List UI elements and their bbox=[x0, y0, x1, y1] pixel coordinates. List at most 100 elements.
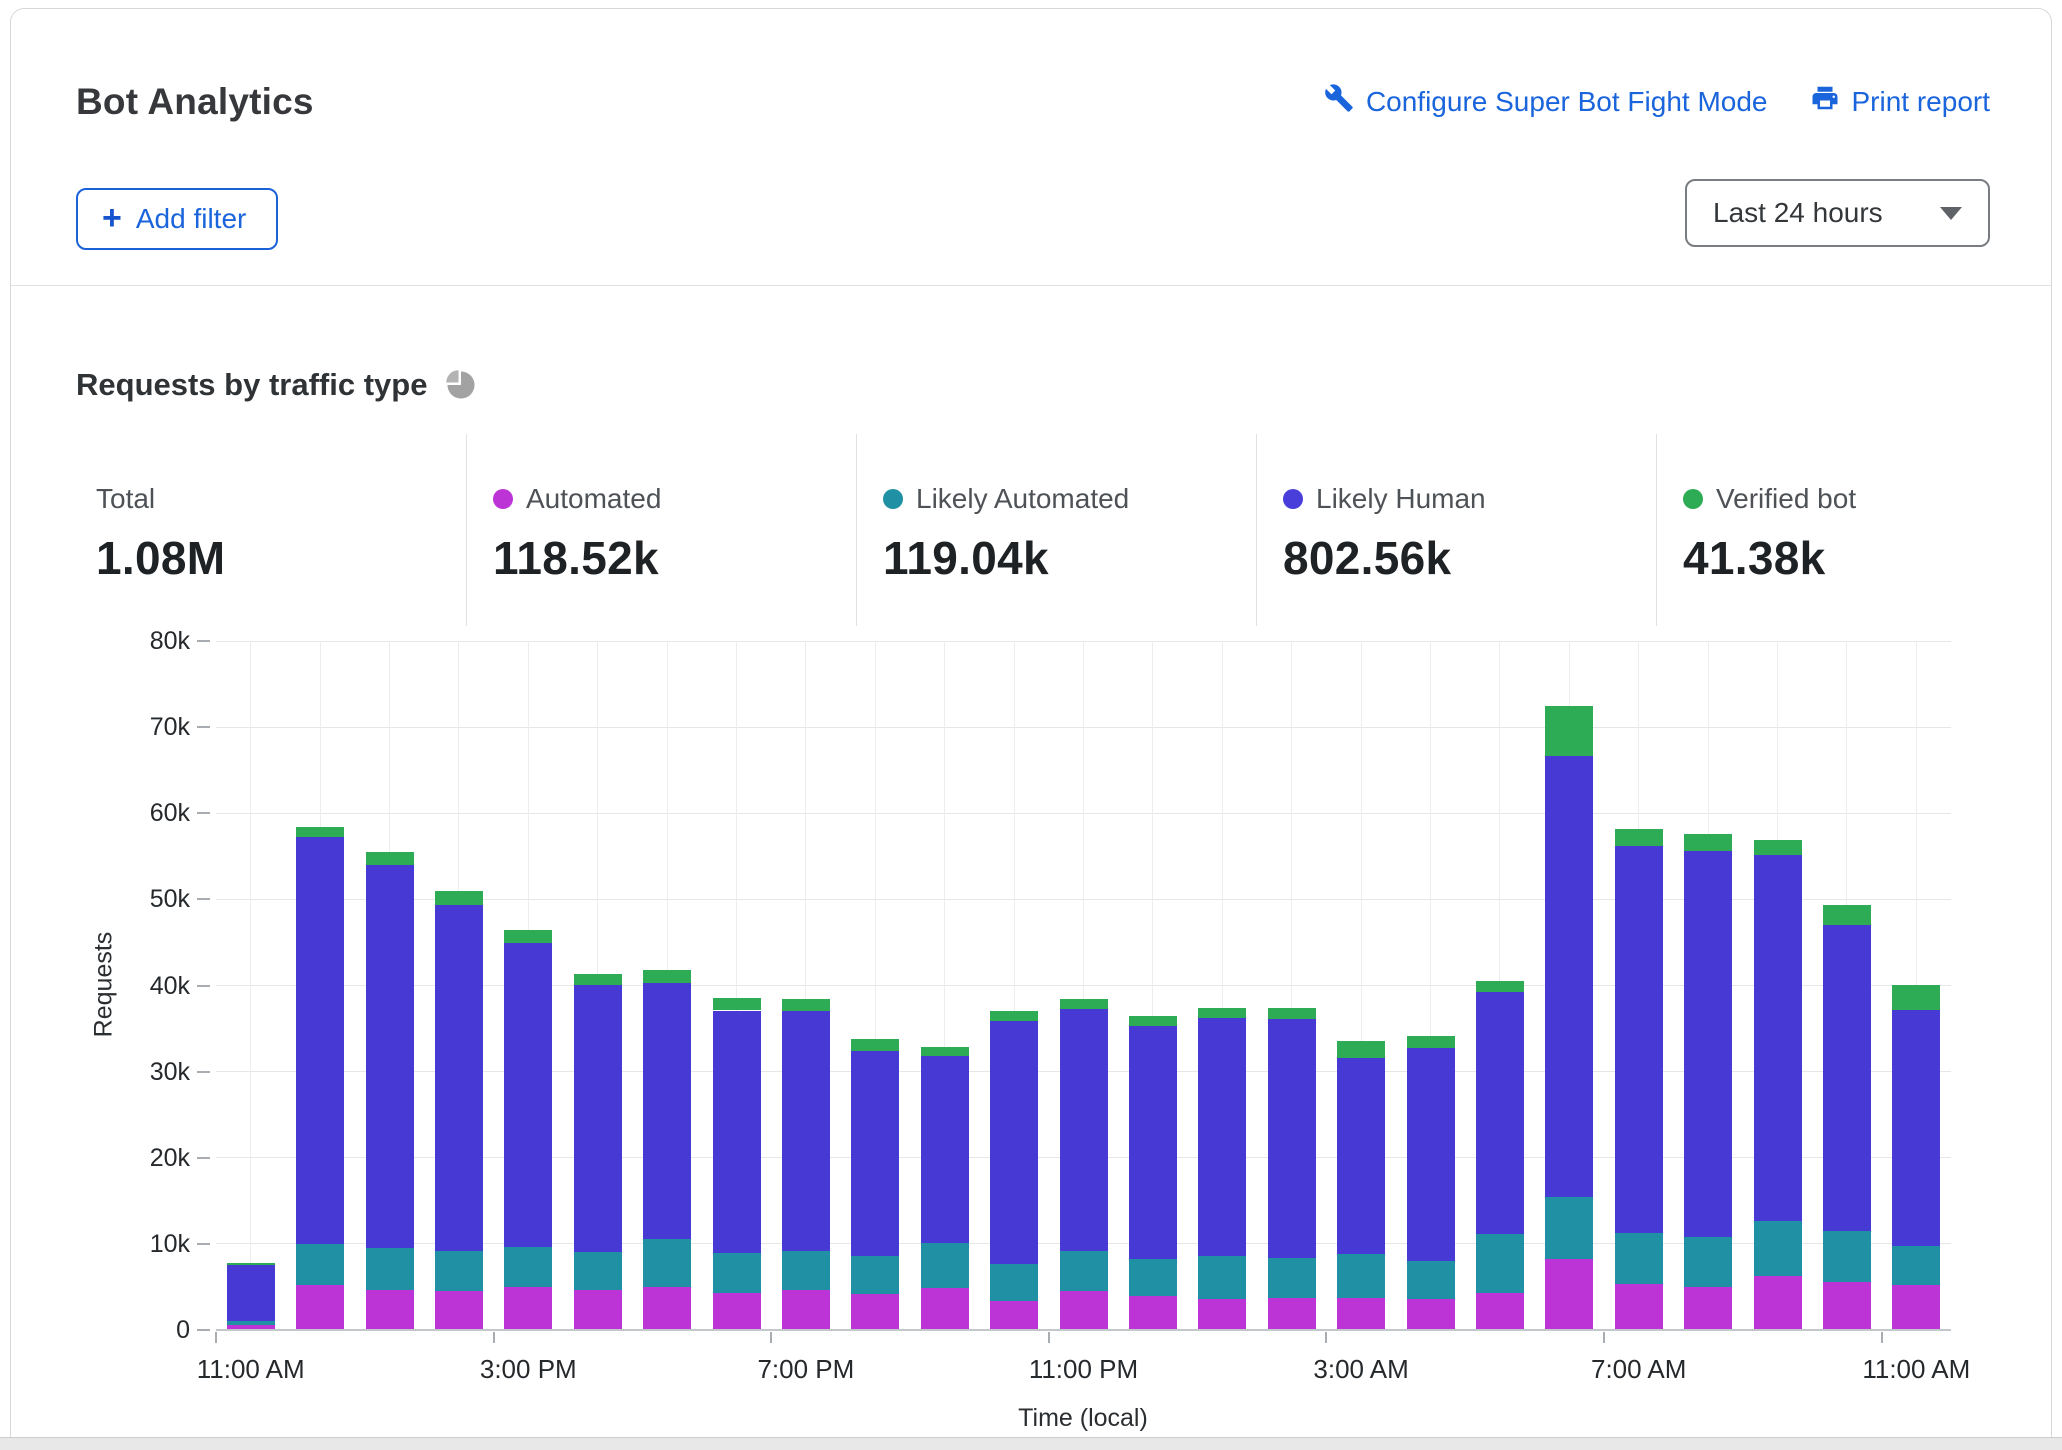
bar-segment-verified-bot[interactable] bbox=[1615, 829, 1663, 846]
hour-bar-1100pm[interactable] bbox=[1060, 641, 1108, 1330]
bar-segment-likely-automated[interactable] bbox=[990, 1264, 1038, 1301]
bar-segment-verified-bot[interactable] bbox=[227, 1263, 275, 1266]
bar-segment-verified-bot[interactable] bbox=[921, 1047, 969, 1056]
bar-segment-likely-human[interactable] bbox=[1337, 1058, 1385, 1254]
bar-segment-likely-automated[interactable] bbox=[1268, 1258, 1316, 1298]
bar-segment-likely-automated[interactable] bbox=[504, 1247, 552, 1287]
bar-segment-verified-bot[interactable] bbox=[1268, 1008, 1316, 1019]
bar-segment-likely-automated[interactable] bbox=[1476, 1234, 1524, 1293]
bar-segment-automated[interactable] bbox=[1268, 1298, 1316, 1330]
bar-segment-likely-automated[interactable] bbox=[1754, 1221, 1802, 1276]
hour-bar-800pm[interactable] bbox=[851, 641, 899, 1330]
print-report-link[interactable]: Print report bbox=[1810, 83, 1991, 120]
bar-segment-verified-bot[interactable] bbox=[1337, 1041, 1385, 1058]
bar-segment-likely-human[interactable] bbox=[1615, 846, 1663, 1233]
hour-bar-1100am[interactable] bbox=[1892, 641, 1940, 1330]
bar-segment-automated[interactable] bbox=[1060, 1291, 1108, 1330]
bar-segment-likely-automated[interactable] bbox=[366, 1248, 414, 1290]
bar-segment-automated[interactable] bbox=[782, 1290, 830, 1330]
bar-segment-likely-human[interactable] bbox=[1754, 855, 1802, 1221]
bar-segment-likely-automated[interactable] bbox=[296, 1244, 344, 1285]
bar-segment-likely-human[interactable] bbox=[1823, 925, 1871, 1231]
bar-segment-automated[interactable] bbox=[851, 1294, 899, 1330]
bar-segment-verified-bot[interactable] bbox=[1545, 706, 1593, 756]
hour-bar-500pm[interactable] bbox=[643, 641, 691, 1330]
bar-segment-likely-human[interactable] bbox=[1545, 756, 1593, 1197]
bar-segment-automated[interactable] bbox=[1198, 1299, 1246, 1330]
hour-bar-700pm[interactable] bbox=[782, 641, 830, 1330]
bar-segment-verified-bot[interactable] bbox=[1198, 1008, 1246, 1018]
bar-segment-likely-human[interactable] bbox=[227, 1265, 275, 1321]
hour-bar-1000am[interactable] bbox=[1823, 641, 1871, 1330]
bar-segment-automated[interactable] bbox=[1337, 1298, 1385, 1330]
hour-bar-100pm[interactable] bbox=[366, 641, 414, 1330]
bar-segment-automated[interactable] bbox=[1754, 1276, 1802, 1330]
bar-segment-likely-human[interactable] bbox=[782, 1011, 830, 1250]
bar-segment-likely-automated[interactable] bbox=[1198, 1256, 1246, 1299]
hour-bar-700am[interactable] bbox=[1615, 641, 1663, 1330]
bar-segment-automated[interactable] bbox=[296, 1285, 344, 1330]
bar-segment-verified-bot[interactable] bbox=[851, 1039, 899, 1051]
bar-segment-likely-human[interactable] bbox=[435, 905, 483, 1250]
stat-likely-automated[interactable]: Likely Automated 119.04k bbox=[883, 483, 1129, 585]
bar-segment-verified-bot[interactable] bbox=[1476, 981, 1524, 991]
bar-segment-likely-automated[interactable] bbox=[782, 1251, 830, 1290]
bar-segment-likely-automated[interactable] bbox=[1545, 1197, 1593, 1259]
bar-segment-likely-automated[interactable] bbox=[1060, 1251, 1108, 1291]
bar-segment-likely-human[interactable] bbox=[504, 943, 552, 1247]
hour-bar-1200am[interactable] bbox=[1129, 641, 1177, 1330]
bar-segment-automated[interactable] bbox=[504, 1287, 552, 1330]
bar-segment-verified-bot[interactable] bbox=[296, 827, 344, 836]
bar-segment-automated[interactable] bbox=[643, 1287, 691, 1330]
hour-bar-200pm[interactable] bbox=[435, 641, 483, 1330]
hour-bar-200am[interactable] bbox=[1268, 641, 1316, 1330]
hour-bar-300am[interactable] bbox=[1337, 641, 1385, 1330]
bar-segment-verified-bot[interactable] bbox=[504, 930, 552, 943]
bar-segment-automated[interactable] bbox=[1129, 1296, 1177, 1330]
bar-segment-likely-automated[interactable] bbox=[851, 1256, 899, 1294]
bar-segment-likely-automated[interactable] bbox=[435, 1251, 483, 1291]
bar-segment-likely-automated[interactable] bbox=[643, 1239, 691, 1287]
bar-segment-likely-automated[interactable] bbox=[921, 1243, 969, 1288]
hour-bar-1000pm[interactable] bbox=[990, 641, 1038, 1330]
configure-super-bot-fight-mode-link[interactable]: Configure Super Bot Fight Mode bbox=[1324, 83, 1768, 120]
stat-automated[interactable]: Automated 118.52k bbox=[493, 483, 661, 585]
bar-segment-automated[interactable] bbox=[1476, 1293, 1524, 1330]
bar-segment-likely-human[interactable] bbox=[713, 1011, 761, 1254]
hour-bar-1200pm[interactable] bbox=[296, 641, 344, 1330]
bar-segment-verified-bot[interactable] bbox=[782, 999, 830, 1011]
bar-segment-verified-bot[interactable] bbox=[1684, 834, 1732, 851]
bar-segment-automated[interactable] bbox=[1615, 1284, 1663, 1330]
bar-segment-automated[interactable] bbox=[921, 1288, 969, 1330]
bar-segment-likely-automated[interactable] bbox=[1407, 1261, 1455, 1299]
bar-segment-likely-automated[interactable] bbox=[574, 1252, 622, 1290]
stat-likely-human[interactable]: Likely Human 802.56k bbox=[1283, 483, 1486, 585]
bar-segment-likely-automated[interactable] bbox=[1129, 1259, 1177, 1296]
hour-bar-400pm[interactable] bbox=[574, 641, 622, 1330]
hour-bar-500am[interactable] bbox=[1476, 641, 1524, 1330]
hour-bar-400am[interactable] bbox=[1407, 641, 1455, 1330]
bar-segment-likely-human[interactable] bbox=[1268, 1019, 1316, 1258]
hour-bar-900pm[interactable] bbox=[921, 641, 969, 1330]
bar-segment-likely-human[interactable] bbox=[574, 985, 622, 1252]
bar-segment-automated[interactable] bbox=[713, 1293, 761, 1330]
bar-segment-verified-bot[interactable] bbox=[1060, 999, 1108, 1008]
bar-segment-automated[interactable] bbox=[574, 1290, 622, 1330]
bar-segment-likely-human[interactable] bbox=[1129, 1026, 1177, 1259]
bar-segment-likely-human[interactable] bbox=[921, 1056, 969, 1243]
hour-bar-600pm[interactable] bbox=[713, 641, 761, 1330]
bar-segment-verified-bot[interactable] bbox=[1407, 1036, 1455, 1047]
bar-segment-likely-human[interactable] bbox=[990, 1021, 1038, 1264]
bar-segment-likely-automated[interactable] bbox=[1823, 1231, 1871, 1282]
bar-segment-automated[interactable] bbox=[1545, 1259, 1593, 1330]
bar-segment-verified-bot[interactable] bbox=[435, 891, 483, 906]
bar-segment-likely-human[interactable] bbox=[851, 1051, 899, 1256]
bar-segment-likely-human[interactable] bbox=[1060, 1009, 1108, 1251]
bar-segment-verified-bot[interactable] bbox=[990, 1011, 1038, 1020]
bar-segment-automated[interactable] bbox=[1407, 1299, 1455, 1330]
bar-segment-likely-human[interactable] bbox=[1892, 1010, 1940, 1246]
bar-segment-likely-automated[interactable] bbox=[1684, 1237, 1732, 1287]
stat-verified-bot[interactable]: Verified bot 41.38k bbox=[1683, 483, 1856, 585]
bar-segment-likely-human[interactable] bbox=[366, 865, 414, 1248]
bar-segment-likely-automated[interactable] bbox=[1337, 1254, 1385, 1298]
